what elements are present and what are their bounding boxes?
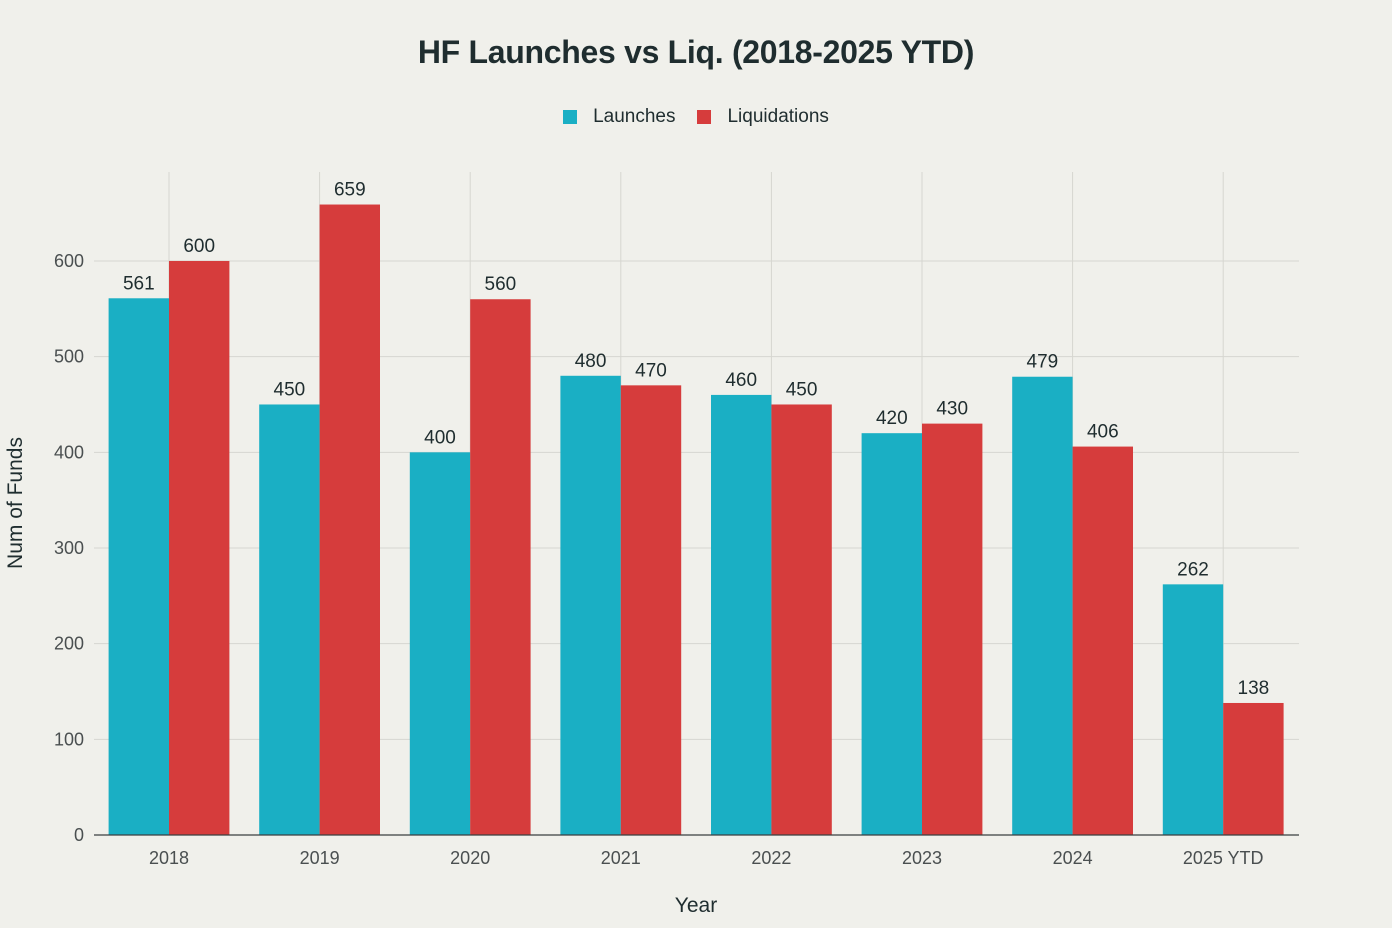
y-tick-label: 300 <box>54 538 84 558</box>
data-label-launches: 262 <box>1177 559 1209 580</box>
data-label-liquidations: 659 <box>334 180 366 201</box>
data-label-launches: 420 <box>876 408 908 429</box>
bar-launches <box>1012 376 1073 835</box>
legend-label-launches: Launches <box>593 106 676 127</box>
bar-liquidations <box>169 260 230 836</box>
y-tick-label: 500 <box>54 347 84 367</box>
data-label-liquidations: 450 <box>786 379 818 400</box>
bar-liquidations <box>470 299 531 835</box>
x-tick-label: 2019 <box>300 848 340 868</box>
x-tick-label: 2018 <box>149 848 189 868</box>
bar-launches <box>560 375 621 835</box>
x-tick-label: 2025 YTD <box>1183 848 1264 868</box>
legend-item-launches[interactable]: Launches <box>563 106 675 128</box>
data-label-liquidations: 470 <box>635 360 667 381</box>
bar-launches <box>409 452 471 835</box>
y-tick-label: 100 <box>54 729 84 749</box>
bar-launches <box>1162 584 1224 835</box>
data-label-liquidations: 600 <box>183 236 215 257</box>
legend: Launches Liquidations <box>0 106 1392 128</box>
bar-launches <box>711 394 772 835</box>
data-label-launches: 561 <box>123 273 155 294</box>
y-tick-label: 0 <box>74 825 84 845</box>
bar-liquidations <box>620 385 682 835</box>
y-tick-label: 200 <box>54 634 84 654</box>
legend-label-liquidations: Liquidations <box>727 106 829 127</box>
bar-liquidations <box>1072 446 1133 835</box>
x-tick-label: 2023 <box>902 848 942 868</box>
bar-liquidations <box>319 204 380 835</box>
data-label-launches: 400 <box>424 427 456 448</box>
y-axis-title: Num of Funds <box>4 437 27 569</box>
x-axis-title: Year <box>675 894 717 917</box>
legend-item-liquidations[interactable]: Liquidations <box>697 106 829 128</box>
chart-title: HF Launches vs Liq. (2018-2025 YTD) <box>417 34 975 70</box>
bar-liquidations <box>771 404 832 835</box>
x-tick-label: 2024 <box>1053 848 1093 868</box>
y-tick-label: 600 <box>54 251 84 271</box>
bar-launches <box>259 404 320 835</box>
data-label-liquidations: 138 <box>1238 678 1270 699</box>
legend-swatch-liquidations <box>697 110 712 124</box>
x-tick-label: 2022 <box>751 848 791 868</box>
bar-liquidations <box>922 423 983 835</box>
y-tick-label: 400 <box>54 442 84 462</box>
x-tick-label: 2020 <box>450 848 490 868</box>
data-label-launches: 460 <box>725 370 757 391</box>
bar-launches <box>861 433 922 835</box>
legend-swatch-launches <box>563 110 578 124</box>
data-label-launches: 450 <box>274 379 306 400</box>
data-label-liquidations: 560 <box>485 274 517 295</box>
data-label-launches: 479 <box>1027 352 1059 373</box>
bar-launches <box>108 298 169 835</box>
bar-liquidations <box>1223 702 1284 835</box>
x-tick-label: 2021 <box>601 848 641 868</box>
data-label-launches: 480 <box>575 351 607 372</box>
data-label-liquidations: 406 <box>1087 422 1119 443</box>
data-label-liquidations: 430 <box>936 399 968 420</box>
